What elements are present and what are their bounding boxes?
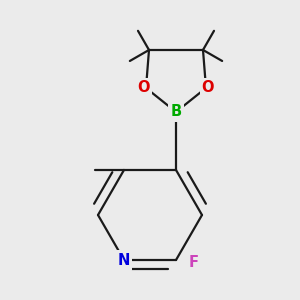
Text: F: F <box>189 254 199 269</box>
Text: O: O <box>138 80 150 95</box>
Text: N: N <box>118 253 130 268</box>
Text: O: O <box>202 80 214 95</box>
Text: B: B <box>170 104 182 119</box>
